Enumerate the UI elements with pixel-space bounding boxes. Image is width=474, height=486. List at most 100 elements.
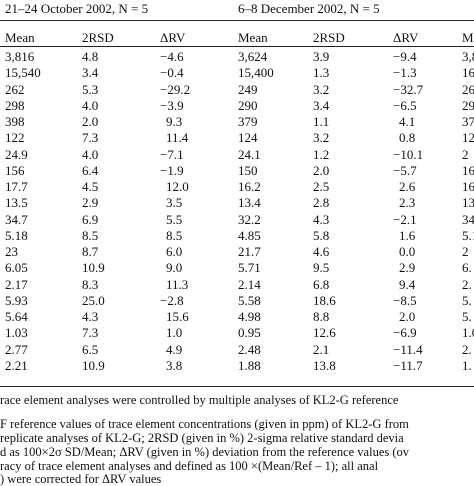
cell: 5.93 [5,292,28,308]
cell: 34.7 [5,211,28,227]
cell: 2.6 [399,179,416,194]
cell: 1.3 [313,65,330,81]
cell: 7.3 [82,325,99,341]
cell: 13.5 [5,195,28,211]
cell: 3.2 [313,81,330,97]
cell: 16 [462,179,474,194]
cell: 6.9 [82,211,99,227]
cell: 9.5 [313,260,330,276]
cell: 0.0 [399,244,416,259]
cell: 2.8 [313,195,330,211]
cell: 5.71 [238,260,261,276]
cell: 2.1 [313,341,330,357]
cell: 9.4 [399,276,416,292]
cell: 15,540 [5,65,41,81]
cell: 2.9 [399,260,416,276]
cell: 2. [462,341,472,357]
cell: 298 [5,97,25,113]
cell: 6. [462,260,472,276]
cell: 2.0 [82,114,99,129]
cell: 2 [462,146,469,162]
cell: 11.4 [166,130,189,146]
cell: 5.5 [166,211,183,227]
footnote: racy of trace element analyses and defin… [0,459,379,473]
cell: 2.0 [399,309,416,324]
cell: 34 [462,211,474,227]
cell: 124 [238,130,258,146]
cell: 3.8 [166,357,183,373]
cell: 13 [462,195,474,211]
cell: 5. [462,292,472,308]
cell: 21.7 [238,244,261,259]
cell: 379 [238,114,258,129]
cell: 12.0 [166,179,189,194]
cell: 1.03 [5,325,28,341]
cell: 5.3 [82,81,99,97]
rule [0,46,474,47]
cell: 37 [462,114,474,129]
cell: 5. [462,309,472,324]
cell: 3.5 [166,195,183,211]
cell: −1.9 [160,162,184,178]
cell: 4.6 [313,244,330,259]
cell: 2. [462,276,472,292]
cell: −8.5 [393,292,417,308]
rule [0,20,474,21]
cell: 16 [462,162,474,178]
cell: 17.7 [5,179,28,194]
cell: 9.0 [166,260,183,276]
cell: 24.1 [238,146,261,162]
cell: 16, [462,65,474,81]
cell: 8.5 [82,227,99,243]
cell: 13.8 [313,357,336,373]
cell: 23 [5,244,18,259]
cell: 13.4 [238,195,261,211]
cell: 2.9 [82,195,99,211]
column-header: 2RSD [82,30,114,45]
cell: 6.05 [5,260,28,276]
cell: 3,8 [462,49,474,64]
cell: 3,816 [5,49,35,64]
cell: 1. [462,357,472,373]
cell: −1.3 [393,65,417,81]
cell: −11.4 [393,341,423,357]
cell: 25.0 [82,292,105,308]
cell: 1.2 [313,146,330,162]
cell: 1.88 [238,357,261,373]
cell: 15,400 [238,65,274,81]
cell: 156 [5,162,25,178]
cell: 1.6 [399,227,416,243]
cell: 4.1 [399,114,416,129]
cell: 16.2 [238,179,261,194]
cell: 4.3 [82,309,99,324]
cell: −7.1 [160,146,184,162]
cell: 3,624 [238,49,268,64]
cell: 8.8 [313,309,330,324]
cell: 4.8 [82,49,99,64]
cell: 6.4 [82,162,99,178]
column-header: Mean [238,30,268,45]
cell: −29.2 [160,81,191,97]
cell: 2.48 [238,341,261,357]
cell: 5.64 [5,309,28,324]
cell: 290 [238,97,258,113]
cell: 1.1 [313,114,330,129]
cell: −5.7 [393,162,417,178]
cell: 2.77 [5,341,28,357]
cell: 5.18 [5,227,28,243]
cell: 32.2 [238,211,261,227]
cell: 10.9 [82,357,105,373]
column-header: 2RSD [313,30,345,45]
cell: 29 [462,97,474,113]
cell: 2.14 [238,276,261,292]
column-header: Mean [5,30,35,45]
cell: 6.0 [166,244,183,259]
cell: 8.3 [82,276,99,292]
cell: 4.9 [166,341,183,357]
cell: 0.95 [238,325,261,341]
cell: 2.0 [313,162,330,178]
cell: 150 [238,162,258,178]
column-header: ΔRV [393,30,419,45]
cell: −4.6 [160,49,184,64]
cell: 26 [462,81,474,97]
